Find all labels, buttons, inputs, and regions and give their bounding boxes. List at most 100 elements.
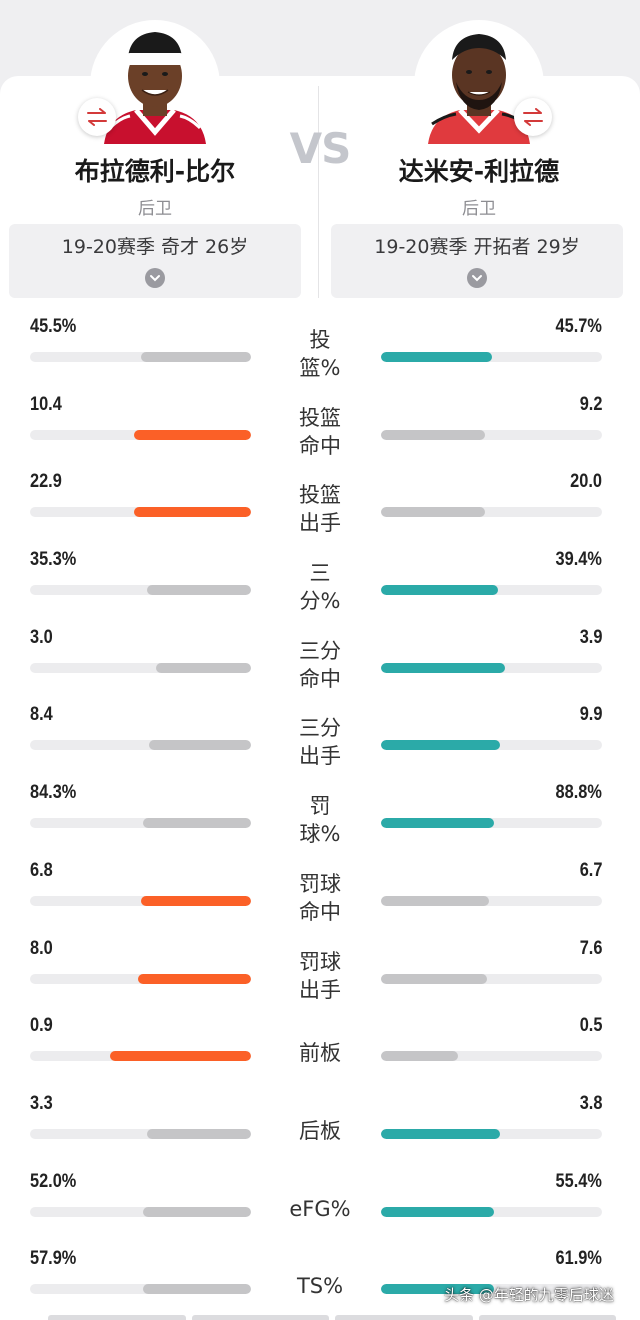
stat-value-right: 45.7%	[555, 316, 602, 337]
player-position-left: 后卫	[138, 199, 172, 219]
stat-bar-track-right	[381, 429, 602, 440]
player-name-left: 布拉德利-比尔	[74, 157, 236, 186]
stat-bar-track-left	[30, 352, 251, 362]
stat-value-left: 52.0%	[30, 1170, 77, 1192]
stat-bar-right	[381, 507, 485, 518]
stat-bar-left	[133, 429, 251, 440]
stat-row: 10.4 9.2 投篮 命中	[0, 388, 640, 466]
stat-bar-right	[381, 1284, 494, 1295]
stat-bar-left	[142, 1284, 251, 1295]
stat-row: 35.3% 39.4% 三 分%	[0, 543, 640, 621]
stat-bar-left	[109, 1051, 251, 1062]
stat-label: 罚 球%	[299, 794, 341, 847]
season-selector-right[interactable]: 19-20赛季 开拓者 29岁	[331, 224, 623, 298]
stat-value-right: 61.9%	[555, 1248, 602, 1270]
stat-bar-right	[381, 1128, 501, 1139]
stat-row: 84.3% 88.8% 罚 球%	[0, 776, 640, 854]
stat-bar-right	[381, 973, 488, 984]
stat-bar-track-right	[381, 1051, 602, 1062]
stat-bar-right	[381, 818, 494, 829]
stat-value-left: 3.0	[30, 626, 53, 648]
stat-label: 投篮 命中	[299, 405, 341, 458]
stat-row: 57.9% 61.9% TS%	[0, 1242, 640, 1320]
stat-value-left: 8.0	[30, 937, 53, 959]
stat-bar-track-left	[30, 895, 251, 906]
stat-value-right: 0.5	[579, 1015, 602, 1037]
stat-bar-right	[381, 740, 501, 751]
stat-bar-left	[133, 507, 251, 518]
stat-value-left: 3.3	[30, 1092, 53, 1114]
stat-bar-track-left	[30, 507, 251, 518]
stat-row: 45.5% 45.7% 投 篮%	[0, 310, 640, 388]
stat-bar-right	[381, 662, 505, 673]
stat-value-left: 22.9	[30, 471, 62, 493]
player-photo-left	[104, 32, 206, 144]
stat-label: TS%	[296, 1274, 344, 1299]
swap-arrows-icon	[87, 108, 107, 126]
stat-bar-track-right	[381, 507, 602, 518]
stat-bar-track-left	[30, 429, 251, 440]
stat-row: 22.9 20.0 投篮 出手	[0, 465, 640, 543]
player-avatar-left[interactable]	[90, 20, 220, 144]
stat-bar-track-right	[381, 585, 602, 596]
stat-bar-track-left	[30, 1051, 251, 1062]
swap-arrows-icon	[523, 108, 543, 126]
player-photo-right	[428, 34, 530, 144]
stat-value-left: 8.4	[30, 704, 53, 726]
stat-label: 三 分%	[299, 561, 341, 614]
stat-bar-track-right	[381, 740, 602, 751]
stat-value-left: 84.3%	[30, 782, 77, 804]
stat-value-left: 35.3%	[30, 549, 77, 571]
watermark: 头条 @年轻的九零后球迷	[444, 1286, 614, 1304]
stats-comparison-list: 45.5% 45.7% 投 篮% 10.4 9.2 投篮 命中 22.9 20.0 投篮 出手 3…	[0, 310, 640, 1320]
stat-bar-track-left	[30, 585, 251, 596]
stat-label: 前板	[299, 1041, 341, 1066]
versus-label: VS	[289, 124, 352, 173]
stat-bar-left	[142, 1206, 251, 1217]
stat-bar-track-left	[30, 1206, 251, 1217]
stat-bar-track-left	[30, 662, 251, 673]
stat-bar-left	[155, 662, 251, 673]
stat-value-right: 55.4%	[555, 1170, 602, 1192]
stat-value-right: 6.7	[579, 859, 602, 881]
stat-bar-track-right	[381, 662, 602, 673]
stat-label: 三分 命中	[299, 638, 341, 691]
stat-bar-right	[381, 352, 492, 362]
stat-row: 6.8 6.7 罚球 命中	[0, 854, 640, 932]
stat-row: 52.0% 55.4% eFG%	[0, 1165, 640, 1243]
stat-row: 3.0 3.9 三分 命中	[0, 621, 640, 699]
stat-bar-left	[138, 973, 251, 984]
stat-bar-track-right	[381, 895, 602, 906]
chevron-down-icon[interactable]	[145, 268, 165, 288]
stat-bar-left	[140, 895, 251, 906]
stat-value-right: 9.2	[579, 393, 602, 415]
stat-label: 后板	[299, 1118, 341, 1143]
stat-label: 投 篮%	[299, 328, 341, 380]
stat-bar-left	[147, 1128, 251, 1139]
chevron-down-icon[interactable]	[467, 268, 487, 288]
stat-row: 0.9 0.5 前板	[0, 1009, 640, 1087]
season-info-left: 19-20赛季 奇才 26岁	[61, 236, 249, 258]
stat-value-right: 39.4%	[555, 549, 602, 571]
stat-bar-left	[140, 352, 251, 362]
season-info-right: 19-20赛季 开拓者 29岁	[374, 236, 580, 258]
stat-row: 8.4 9.9 三分 出手	[0, 698, 640, 776]
stat-label: 罚球 出手	[299, 949, 341, 1002]
season-selector-left[interactable]: 19-20赛季 奇才 26岁	[9, 224, 301, 298]
header-divider	[318, 86, 319, 298]
stat-bar-right	[381, 1051, 459, 1062]
stat-value-right: 88.8%	[555, 782, 602, 804]
stat-bar-track-left	[30, 818, 251, 829]
swap-player-left-button[interactable]	[78, 98, 116, 136]
stat-bar-right	[381, 895, 490, 906]
stat-label: eFG%	[289, 1196, 351, 1221]
stat-value-left: 0.9	[30, 1015, 53, 1037]
stat-value-right: 9.9	[579, 704, 602, 726]
stat-value-left: 45.5%	[30, 316, 77, 337]
stat-bar-track-right	[381, 352, 602, 362]
stat-bar-track-right	[381, 1284, 602, 1295]
stat-value-right: 3.8	[579, 1092, 602, 1114]
bottom-tab-strip	[48, 1315, 616, 1320]
swap-player-right-button[interactable]	[514, 98, 552, 136]
stat-bar-track-right	[381, 1206, 602, 1217]
